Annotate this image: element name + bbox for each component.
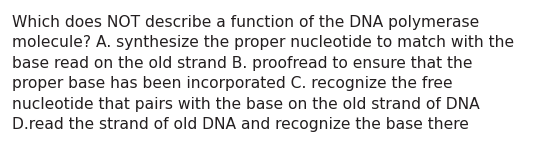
Text: Which does NOT describe a function of the DNA polymerase
molecule? A. synthesize: Which does NOT describe a function of th… [12, 15, 514, 132]
